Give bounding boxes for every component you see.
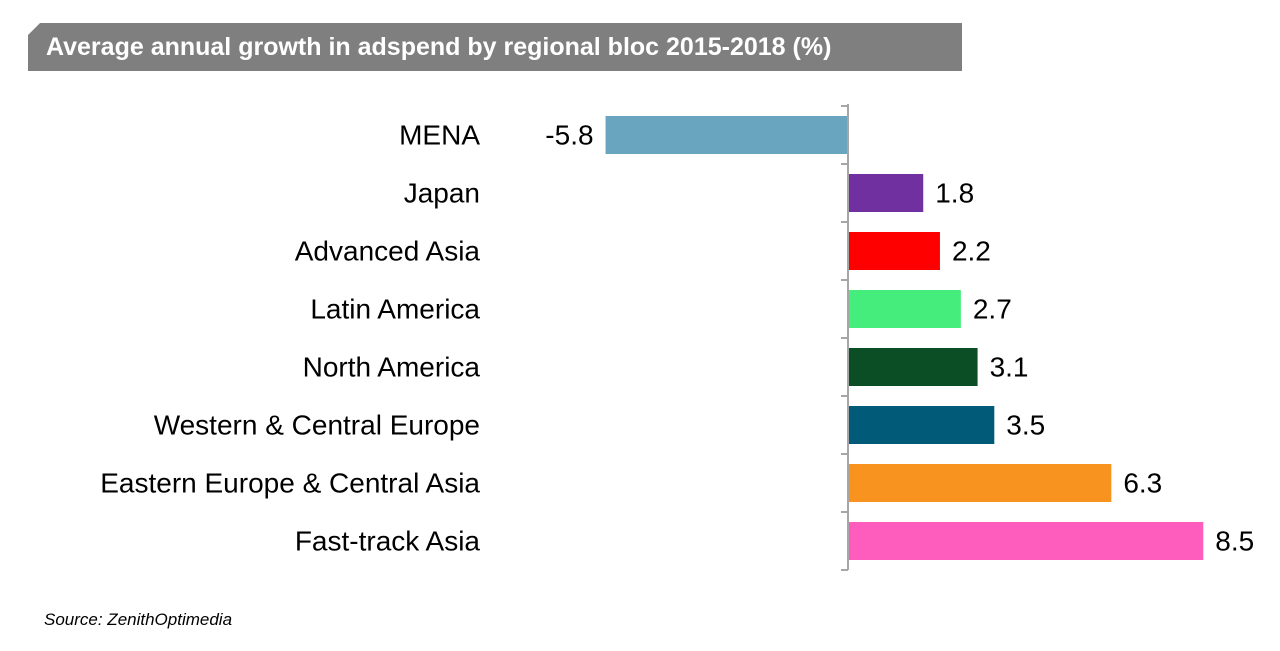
chart-title: Average annual growth in adspend by regi… [46, 33, 832, 61]
bar [848, 232, 940, 270]
data-label: -5.8 [545, 120, 593, 151]
category-label: Western & Central Europe [154, 410, 480, 441]
bar [848, 174, 924, 212]
category-label: Eastern Europe & Central Asia [100, 468, 480, 499]
chart-title-banner: Average annual growth in adspend by regi… [28, 23, 962, 71]
data-label: 2.2 [952, 236, 991, 267]
category-label: Japan [404, 178, 480, 209]
bar [848, 406, 995, 444]
data-label: 6.3 [1123, 468, 1162, 499]
bar [848, 522, 1204, 560]
bar [848, 290, 961, 328]
source-note: Source: ZenithOptimedia [44, 610, 233, 629]
category-label: Latin America [310, 294, 480, 325]
category-label: Advanced Asia [295, 236, 481, 267]
data-label: 1.8 [935, 178, 974, 209]
bar [848, 464, 1112, 502]
category-label: North America [303, 352, 481, 383]
data-label: 2.7 [973, 294, 1012, 325]
category-label: MENA [399, 120, 480, 151]
data-label: 3.5 [1006, 410, 1045, 441]
data-label: 8.5 [1215, 526, 1254, 557]
bar [848, 348, 978, 386]
bar [605, 116, 848, 154]
category-label: Fast-track Asia [295, 526, 481, 557]
data-label: 3.1 [990, 352, 1029, 383]
